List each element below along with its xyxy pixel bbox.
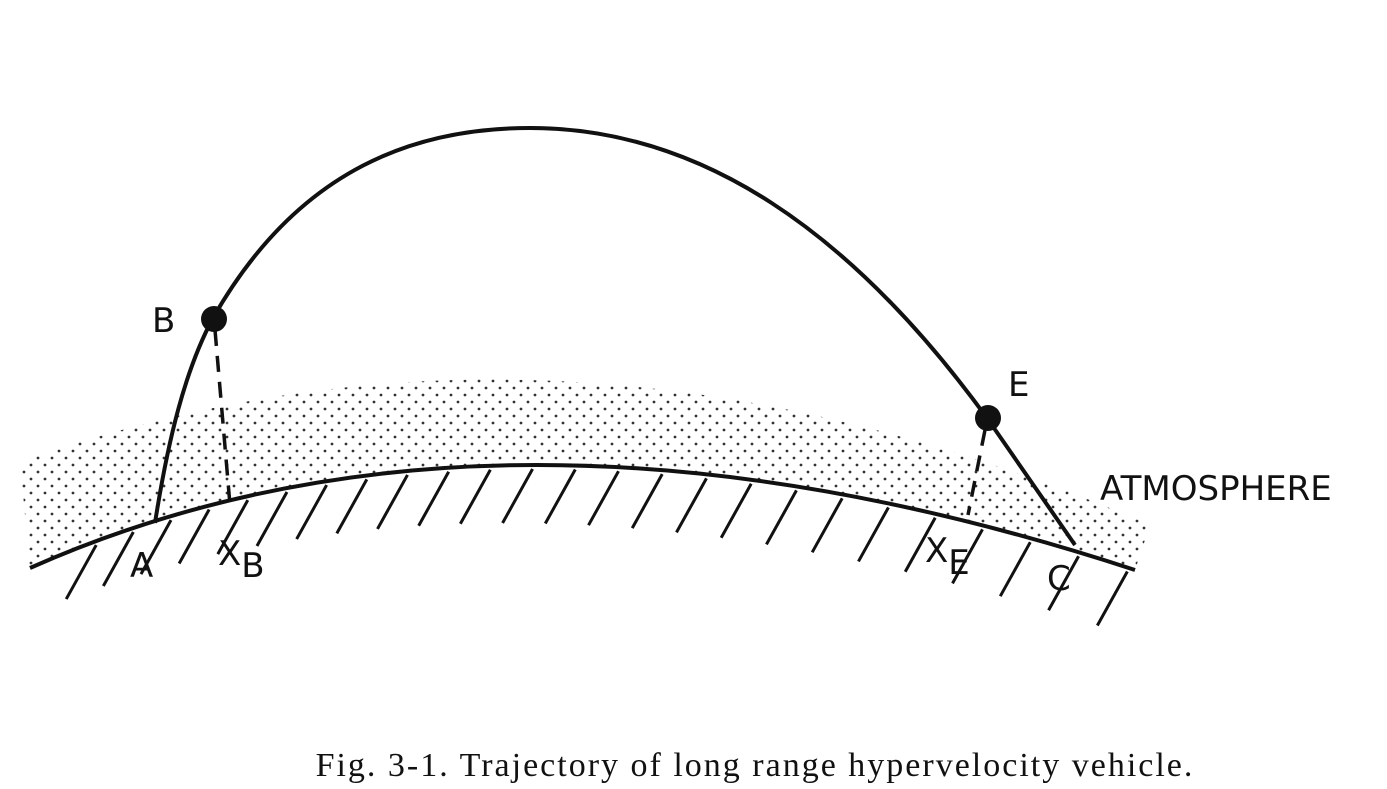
hatch-line	[857, 506, 890, 563]
hatch-line	[719, 483, 753, 539]
hatch-line	[295, 484, 328, 540]
point-e	[975, 405, 1001, 431]
hatch-line	[417, 471, 450, 527]
hatch-line	[459, 469, 492, 525]
hatch-line	[951, 528, 984, 585]
label-e: E	[1008, 365, 1029, 405]
label-b: B	[152, 301, 175, 341]
hatch-line	[587, 470, 620, 526]
label-a: A	[130, 546, 153, 586]
point-b	[201, 306, 227, 332]
projection-b	[213, 329, 232, 506]
label-x-b: XB	[218, 534, 265, 586]
hatch-line	[64, 544, 98, 600]
label-x-b-sub: B	[241, 546, 264, 586]
hatch-line	[1047, 555, 1080, 611]
label-x-e-sub: E	[948, 543, 969, 583]
hatch-line	[102, 531, 135, 587]
label-x-e: XE	[925, 531, 970, 583]
hatch-line	[255, 491, 289, 547]
atmosphere-band	[20, 379, 1150, 570]
hatch-line	[216, 499, 250, 555]
hatch-line	[335, 478, 369, 535]
ground	[29, 463, 1136, 572]
label-x-e-main: X	[925, 531, 948, 571]
hatch-line	[810, 497, 844, 554]
hatch-line	[177, 508, 211, 565]
hatch-line	[139, 519, 173, 575]
hatch-line	[1096, 570, 1129, 627]
hatch-line	[501, 468, 534, 524]
hatch-line	[675, 477, 708, 534]
hatch-line	[765, 489, 798, 546]
ground-hatching	[64, 468, 1129, 627]
projection-e	[966, 429, 987, 516]
hatch-line	[998, 541, 1032, 597]
label-atmosphere: ATMOSPHERE	[1100, 469, 1332, 509]
hatch-line	[543, 468, 577, 525]
label-c: C	[1047, 559, 1071, 599]
hatch-line	[903, 517, 937, 573]
caption: Fig. 3-1. Trajectory of long range hyper…	[316, 747, 1195, 784]
label-x-b-main: X	[218, 534, 241, 574]
hatch-line	[376, 474, 409, 530]
hatch-line	[630, 473, 664, 529]
trajectory	[153, 125, 1077, 547]
